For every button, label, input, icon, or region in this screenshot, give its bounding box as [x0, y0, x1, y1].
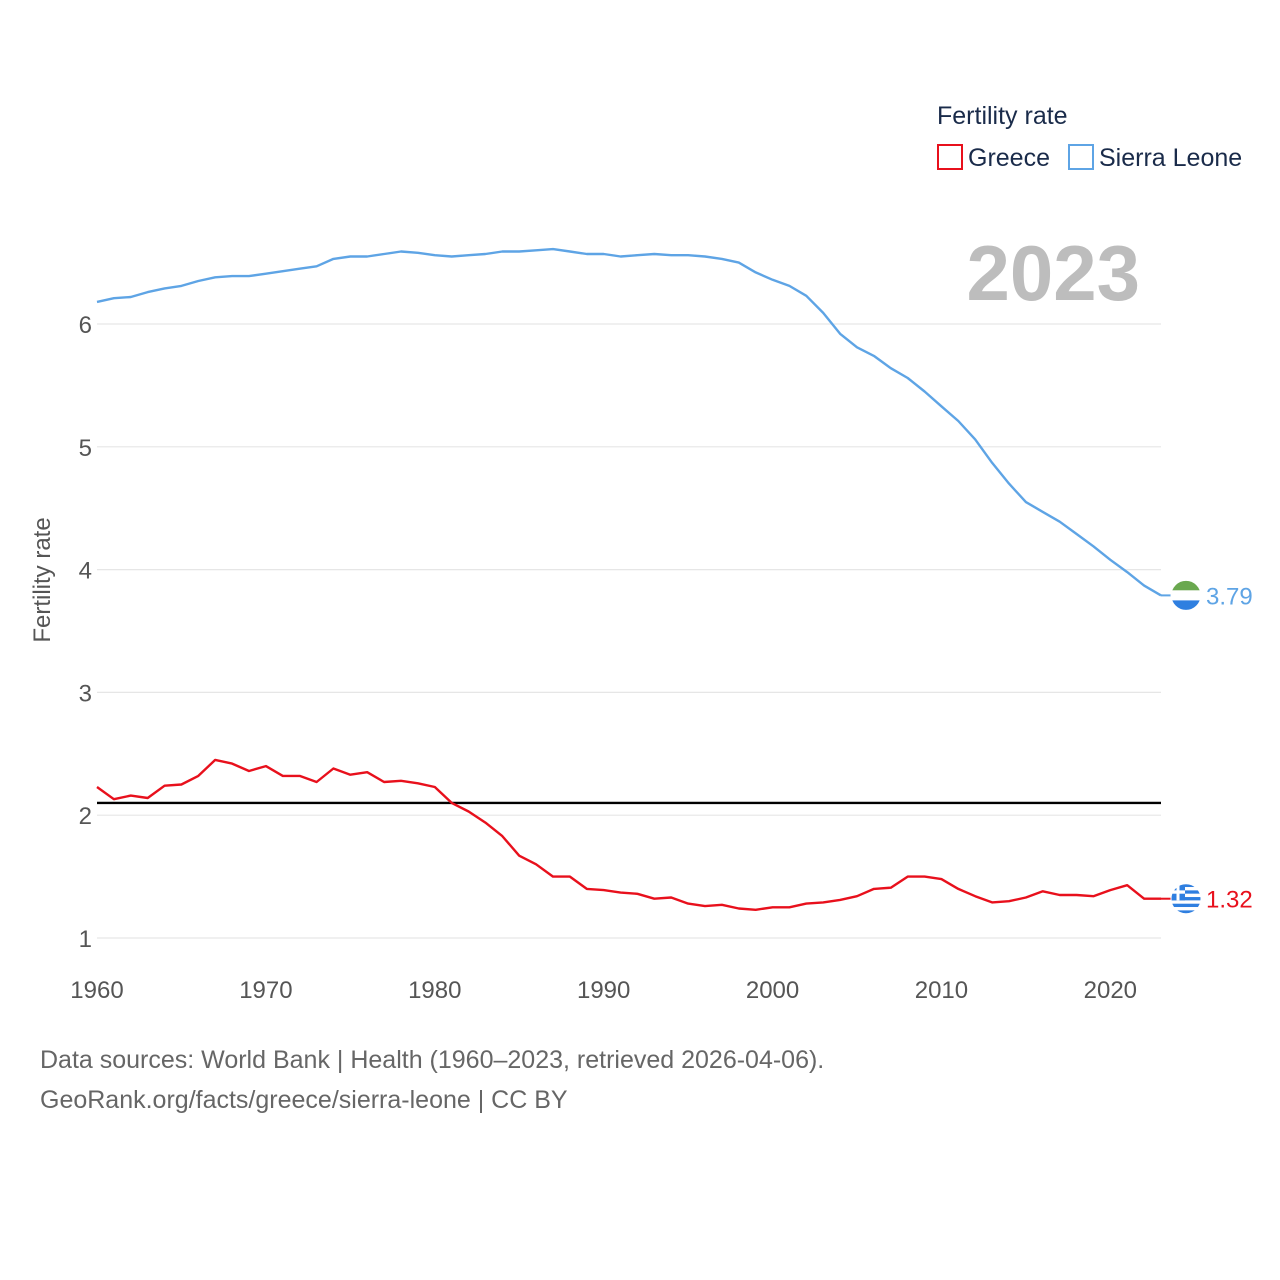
gridlines: [97, 323, 1161, 939]
series-line-sierra-leone[interactable]: [96, 247, 1162, 597]
sierra-leone-flag-icon: [1170, 579, 1202, 611]
series-lines: [96, 247, 1162, 911]
y-tick-label: 1: [79, 926, 92, 953]
x-tick-label: 1980: [408, 977, 461, 1004]
x-tick-label: 2000: [746, 977, 799, 1004]
x-tick-label: 1960: [70, 977, 123, 1004]
legend-label-greece: Greece: [968, 144, 1050, 172]
y-tick-label: 4: [79, 558, 92, 585]
legend-title: Fertility rate: [937, 102, 1068, 130]
legend-item-greece[interactable]: Greece: [937, 144, 1050, 172]
y-tick-label: 2: [79, 803, 92, 830]
data-source-note: Data sources: World Bank | Health (1960–…: [40, 1040, 824, 1120]
legend-item-sierra-leone[interactable]: Sierra Leone: [1068, 144, 1242, 172]
y-tick-label: 3: [79, 680, 92, 707]
x-tick-label: 2020: [1084, 977, 1137, 1004]
x-tick-label: 1970: [239, 977, 292, 1004]
end-markers: 1.32 3.79: [1161, 579, 1253, 915]
end-value-label-sierra-leone: 3.79: [1206, 583, 1253, 610]
y-tick-label: 5: [79, 435, 92, 462]
series-line-greece[interactable]: [96, 758, 1161, 911]
x-tick-label: 2010: [915, 977, 968, 1004]
greece-flag-icon: [1170, 883, 1202, 915]
source-url-line[interactable]: GeoRank.org/facts/greece/sierra-leone | …: [40, 1086, 568, 1114]
legend-swatch-greece: [937, 144, 963, 170]
source-line: Data sources: World Bank | Health (1960–…: [40, 1046, 825, 1074]
x-tick-label: 1990: [577, 977, 630, 1004]
y-tick-label: 6: [79, 312, 92, 339]
y-axis-ticks: 1 2 3 4 5 6: [79, 312, 92, 953]
year-label: 2023: [966, 229, 1140, 317]
x-axis-ticks: 1960 1970 1980 1990 2000 2010 2020: [70, 977, 1137, 1004]
end-value-label-greece: 1.32: [1206, 887, 1253, 914]
y-axis-title: Fertility rate: [29, 517, 56, 642]
legend-swatch-sierra-leone: [1068, 144, 1094, 170]
legend-label-sierra-leone: Sierra Leone: [1099, 144, 1242, 172]
